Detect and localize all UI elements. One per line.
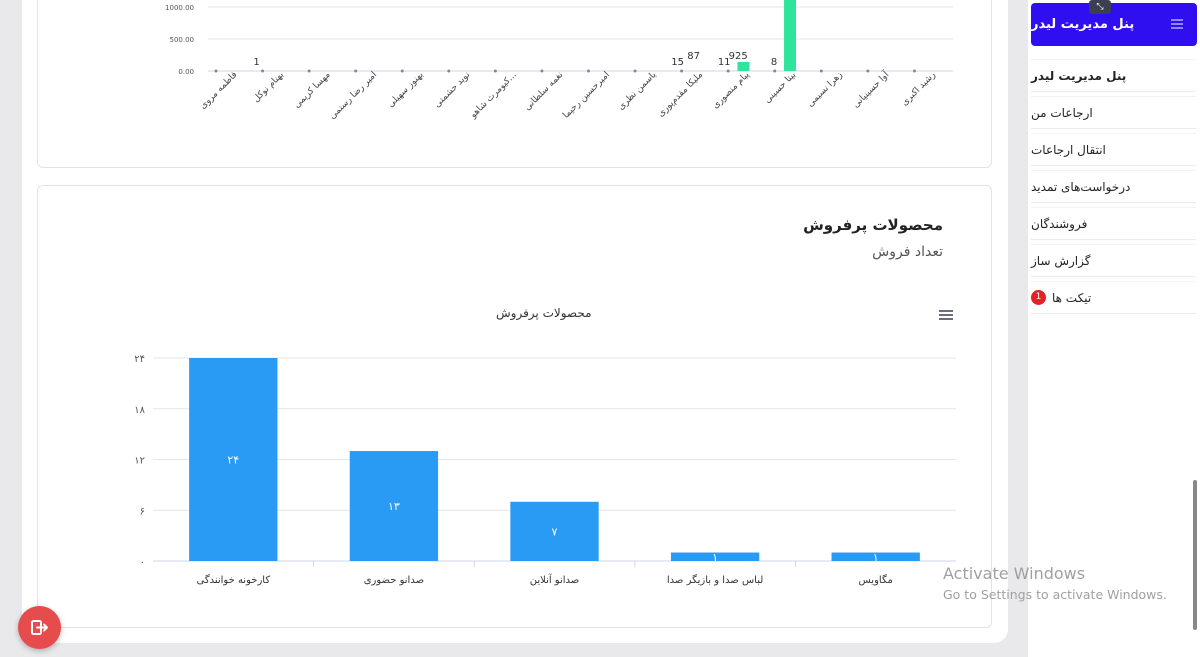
data-label: 1 [253,57,259,68]
bar [784,0,797,71]
hamburger-icon[interactable] [939,310,953,321]
x-tick-label: امیر رضا رستمی [328,70,379,121]
x-tick-label: پیام منصوری [711,70,752,111]
y-tick-label: ۱۲ [134,456,145,467]
x-tick-label: زهرا نسیمی [806,70,845,109]
y-tick-label: 1000.00 [165,4,194,12]
sidebar-item-tickets[interactable]: تیکت ها 1 [1031,281,1196,314]
sidebar-item-my-referrals[interactable]: ارجاعات من [1031,96,1196,129]
activation-watermark: Activate Windows Go to Settings to activ… [943,564,1167,602]
x-tick-label: آوا حسینیانی [850,68,892,110]
data-dot [819,69,823,73]
data-dot [493,69,497,73]
bar [670,552,760,561]
brand-label: پنل مدیریت لیدر [1031,17,1135,32]
x-tick-label: بیتا حسینی [763,70,798,105]
data-dot [773,69,777,73]
sidebar-item-transfer-referrals[interactable]: انتقال ارجاعات [1031,133,1196,166]
x-tick-label: یاسمن نظری [616,70,658,112]
y-tick-label: 0.00 [178,68,194,76]
bar [831,552,920,561]
card-subtitle: تعداد فروش [872,244,943,260]
data-label: ۱ [712,551,718,564]
data-label: ۱۳ [388,500,400,513]
data-dot [261,69,265,73]
data-dot [866,69,870,73]
data-dot [447,69,451,73]
y-tick-label: ۰ [140,557,145,568]
sidebar-brand[interactable]: پنل مدیریت لیدر [1031,3,1197,46]
bar [510,501,599,561]
data-label: ۱ [873,551,879,564]
data-label: 11 [718,57,731,68]
y-tick-label: ۱۸ [134,405,145,416]
scrollbar-thumb[interactable] [1193,480,1197,630]
data-dot [307,69,311,73]
sidebar-item-label: پنل مدیریت لیدر [1031,68,1127,83]
data-dot [540,69,544,73]
data-label: ۷ [552,525,558,538]
data-dot [587,69,590,73]
data-dot [633,69,637,73]
data-dot [680,69,684,73]
data-label: 8 [771,57,777,68]
data-dot [214,69,218,73]
x-tick-label: کیومرث شاهو... [468,70,519,121]
x-tick-label: نغمه سلطانی [523,70,566,113]
x-tick-label: نوید حشمتی [432,70,472,110]
x-tick-label: فاطمه مروی [198,70,239,111]
x-tick-label: رشید اکبری [900,70,938,108]
x-tick-label: کارخونه خوانندگی [197,574,271,586]
data-dot [400,69,404,73]
y-tick-label: ۲۴ [134,354,145,365]
sidebar: پنل مدیریت لیدر ⤡ پنل مدیریت لیدر ارجاعا… [1028,0,1200,657]
data-label: 15 [671,57,684,68]
x-tick-label: امیرحسین رحیما [561,70,612,121]
ticket-count-badge: 1 [1031,290,1046,305]
bar [189,358,278,561]
data-dot [726,69,730,73]
sidebar-item-label: تیکت ها [1052,290,1092,305]
y-tick-label: ۶ [140,506,145,517]
bar [737,62,750,71]
sidebar-item-label: انتقال ارجاعات [1031,142,1106,157]
sidebar-item-extension-requests[interactable]: درخواست‌های تمدید [1031,170,1196,203]
x-tick-label: بهنوز سهیلی [386,70,426,110]
x-tick-label: ملیکا مقدم‌پوری [656,70,705,119]
x-tick-label: بهنام نوکل [251,70,286,105]
y-tick-label: 500.00 [170,36,195,44]
data-label: 87 [687,51,700,62]
collapse-icon[interactable]: ⤡ [1089,0,1111,14]
data-dot [354,69,358,73]
card-title: محصولات پرفروش [803,216,943,234]
x-tick-label: صدانو آنلاین [530,573,580,586]
logout-button[interactable] [18,606,61,649]
top-bar-chart: 1000.00 500.00 0.00 فاطمه مروی بهنام نوکل مهس… [165,0,953,122]
data-dot [912,69,916,73]
best-selling-bar-chart: ۰ ۶ ۱۲ ۱۸ ۲۴ ۲۴ کارخونه خوانندگی ۱۳ صدانو حضوری ۷… [134,354,956,586]
bar [349,451,439,561]
sidebar-item-label: فروشندگان [1031,216,1088,231]
sidebar-item-report-builder[interactable]: گزارش ساز [1031,244,1196,277]
sidebar-item-label: ارجاعات من [1031,105,1093,120]
watermark-line2: Go to Settings to activate Windows. [943,587,1167,602]
sidebar-item-dashboard[interactable]: پنل مدیریت لیدر [1031,59,1196,92]
x-tick-label: لباس صدا و بازیگر صدا [667,574,763,586]
menu-icon [1171,19,1183,30]
top-chart-card: 1000.00 500.00 0.00 فاطمه مروی بهنام نوکل مهس… [37,0,992,168]
data-label: 925 [729,51,748,62]
x-tick-label: صدانو حضوری [364,575,424,586]
best-selling-card: محصولات پرفروش تعداد فروش محصولات پرفروش… [37,185,992,628]
sidebar-item-sellers[interactable]: فروشندگان [1031,207,1196,240]
x-tick-label: مگاویس [859,574,893,586]
sidebar-item-label: درخواست‌های تمدید [1031,179,1131,194]
watermark-line1: Activate Windows [943,564,1086,583]
logout-icon [31,620,48,635]
sidebar-item-label: گزارش ساز [1031,253,1091,268]
data-label: ۲۴ [227,454,239,467]
chart-title: محصولات پرفروش [496,306,592,320]
main-content: 1000.00 500.00 0.00 فاطمه مروی بهنام نوکل مهس… [22,0,1008,643]
x-tick-label: مهسا کریمی [292,70,332,110]
